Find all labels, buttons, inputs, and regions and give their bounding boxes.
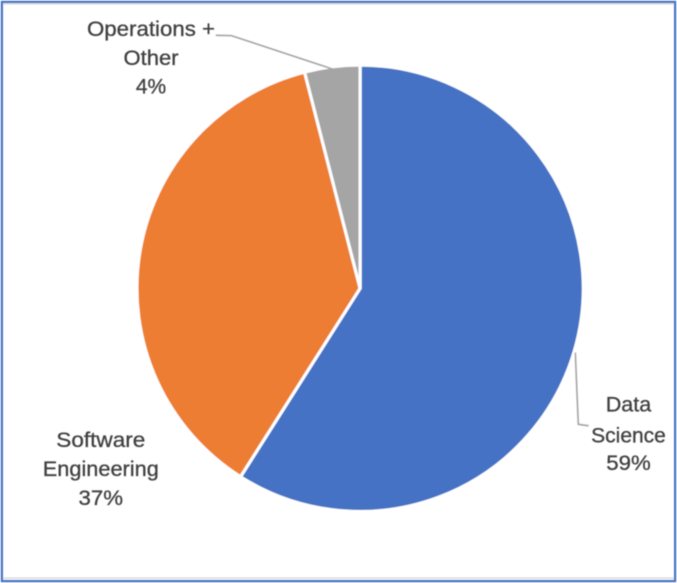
- svg-text:Science: Science: [591, 425, 666, 448]
- svg-text:4%: 4%: [136, 76, 166, 99]
- svg-text:Engineering: Engineering: [43, 458, 159, 481]
- svg-text:Other: Other: [124, 47, 179, 70]
- svg-text:Software: Software: [56, 429, 145, 452]
- svg-text:59%: 59%: [606, 452, 651, 475]
- svg-text:Data: Data: [606, 393, 652, 416]
- svg-text:Operations +: Operations +: [87, 18, 215, 41]
- svg-text:37%: 37%: [79, 487, 124, 510]
